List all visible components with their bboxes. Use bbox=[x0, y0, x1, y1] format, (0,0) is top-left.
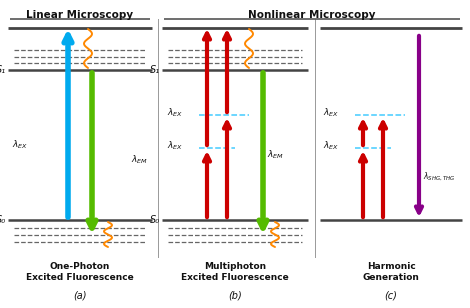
Text: $\lambda_{SHG,THG}$: $\lambda_{SHG,THG}$ bbox=[423, 171, 455, 183]
Text: S₁: S₁ bbox=[150, 65, 160, 75]
Text: One-Photon
Excited Fluorescence: One-Photon Excited Fluorescence bbox=[26, 262, 134, 282]
Text: $\lambda_{EX}$: $\lambda_{EX}$ bbox=[12, 139, 28, 151]
Text: Linear Microscopy: Linear Microscopy bbox=[26, 10, 133, 20]
Text: (c): (c) bbox=[384, 290, 398, 300]
Text: Harmonic
Generation: Harmonic Generation bbox=[362, 262, 419, 282]
Text: (a): (a) bbox=[73, 290, 87, 300]
Text: S₁: S₁ bbox=[0, 65, 6, 75]
Text: Nonlinear Microscopy: Nonlinear Microscopy bbox=[248, 10, 376, 20]
Text: S₀: S₀ bbox=[0, 215, 6, 225]
Text: $\lambda_{EX}$: $\lambda_{EX}$ bbox=[167, 107, 183, 119]
Text: (b): (b) bbox=[228, 290, 242, 300]
Text: $\lambda_{EX}$: $\lambda_{EX}$ bbox=[323, 107, 339, 119]
Text: $\lambda_{EM}$: $\lambda_{EM}$ bbox=[267, 149, 284, 161]
Text: $\lambda_{EX}$: $\lambda_{EX}$ bbox=[167, 140, 183, 152]
Text: $\lambda_{EX}$: $\lambda_{EX}$ bbox=[323, 140, 339, 152]
Text: $\lambda_{EM}$: $\lambda_{EM}$ bbox=[131, 154, 148, 166]
Text: S₀: S₀ bbox=[150, 215, 160, 225]
Text: Multiphoton
Excited Fluorescence: Multiphoton Excited Fluorescence bbox=[181, 262, 289, 282]
